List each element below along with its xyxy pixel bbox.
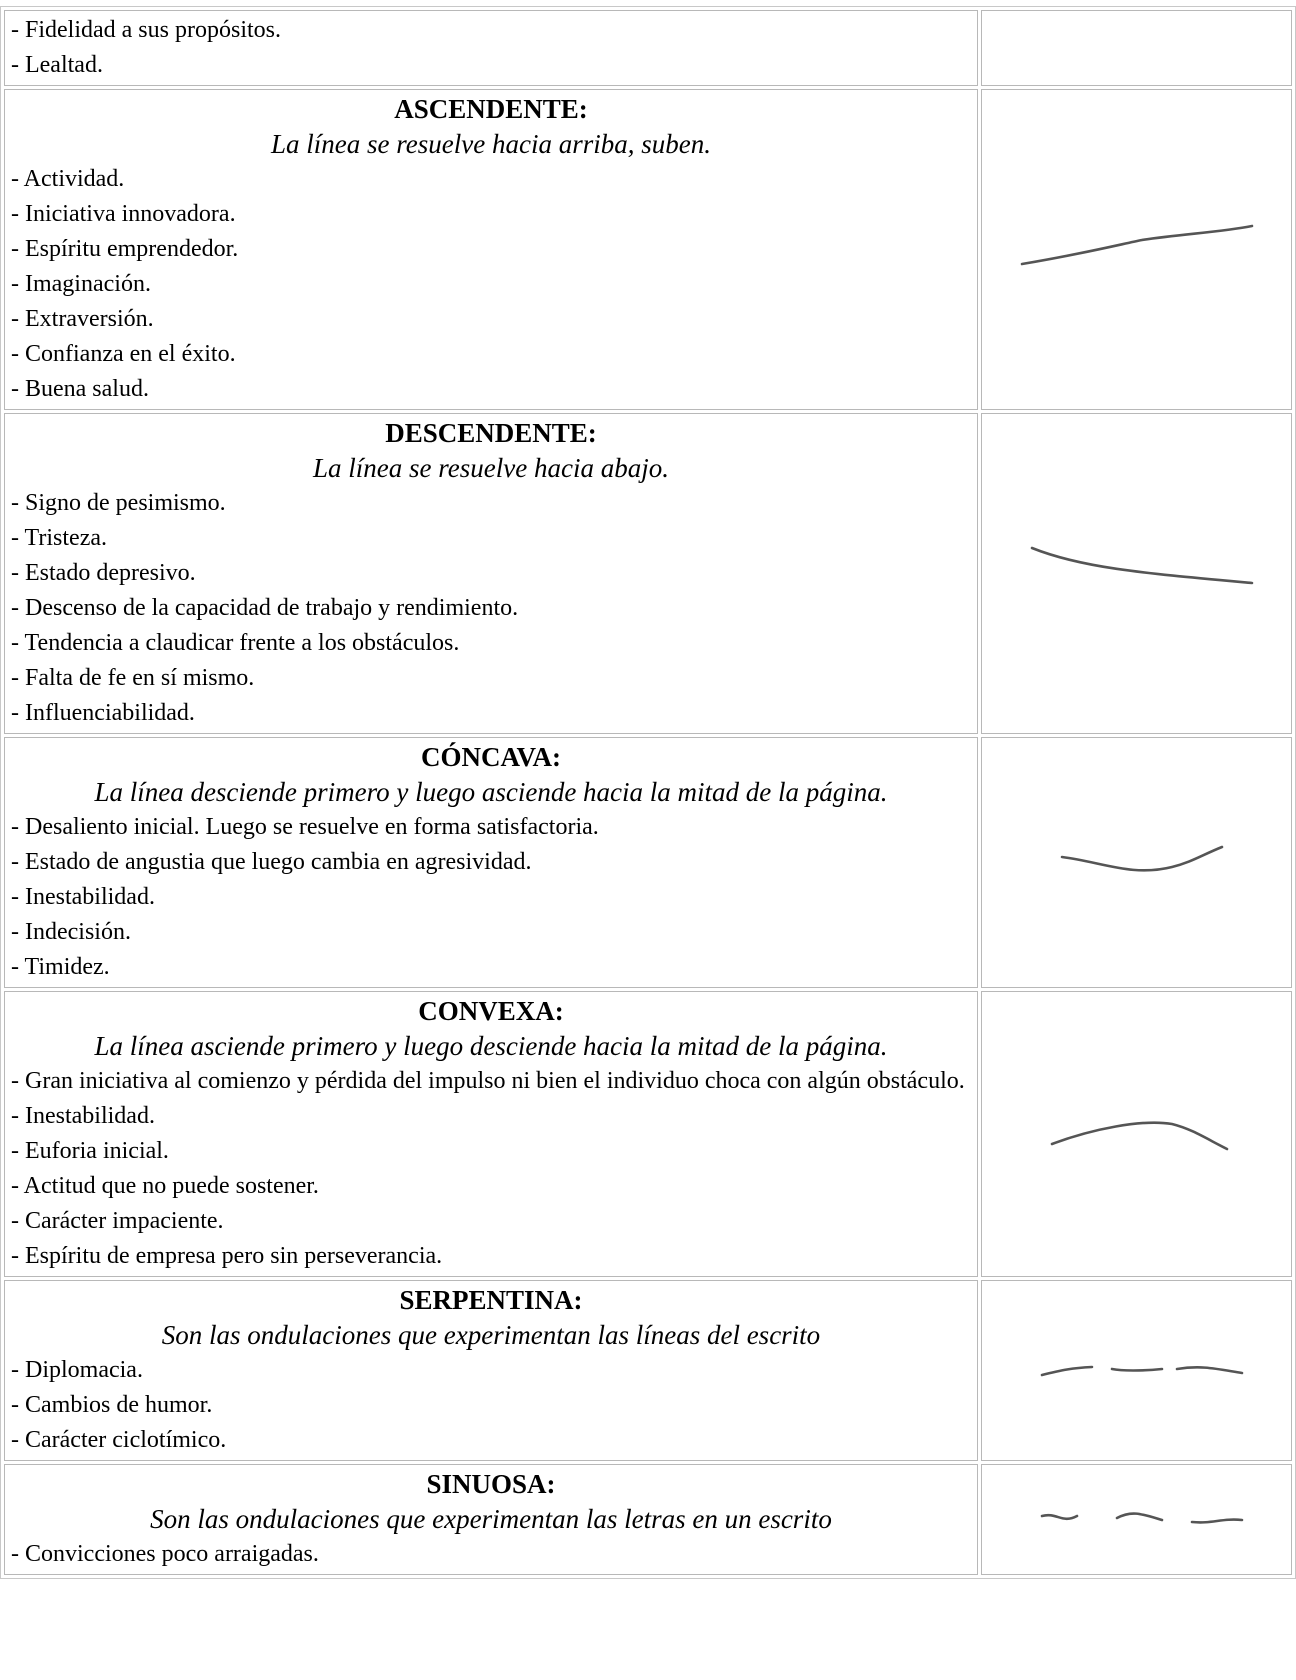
handwriting-line [1030,546,1253,585]
list-item: - Confianza en el éxito. [11,341,236,367]
text-cell: ASCENDENTE: La línea se resuelve hacia ar… [4,89,978,410]
list-item: - Fidelidad a sus propósitos. [11,17,281,43]
row-title: CONVEXA: [418,996,564,1026]
text-cell: SINUOSA: Son las ondulaciones que experim… [4,1464,978,1575]
handwriting-line [1040,1365,1243,1377]
table-row: ASCENDENTE: La línea se resuelve hacia ar… [4,89,1292,410]
handwriting-line [1050,1120,1228,1150]
table-row: SINUOSA: Son las ondulaciones que experim… [4,1464,1292,1575]
table-row: SERPENTINA: Son las ondulaciones que expe… [4,1280,1292,1461]
row-title: DESCENDENTE: [385,418,597,448]
image-cell [981,1464,1292,1575]
text-cell: - Fidelidad a sus propósitos. - Lealtad. [4,10,978,86]
list-item: - Euforia inicial. [11,1138,169,1164]
list-item: - Signo de pesimismo. [11,490,226,516]
row-title: SINUOSA: [426,1469,556,1499]
list-item: - Lealtad. [11,52,103,78]
list-item: - Tristeza. [11,525,107,551]
image-cell [981,413,1292,734]
list-item: - Falta de fe en sí mismo. [11,665,255,691]
list-item: - Estado de angustia que luego cambia en… [11,849,532,875]
list-item: - Iniciativa innovadora. [11,201,236,227]
list-item: - Gran iniciativa al comienzo y pérdida … [11,1068,965,1094]
list-item: - Indecisión. [11,919,131,945]
image-cell [981,737,1292,988]
row-title: SERPENTINA: [399,1285,583,1315]
handwriting-line [1020,224,1253,266]
row-subtitle: La línea se resuelve hacia arriba, suben… [271,129,711,159]
text-cell: CONVEXA: La línea asciende primero y lueg… [4,991,978,1277]
list-item: - Inestabilidad. [11,884,155,910]
image-cell [981,991,1292,1277]
table-row: CONVEXA: La línea asciende primero y lueg… [4,991,1292,1277]
list-item: - Influenciabilidad. [11,700,195,726]
list-item: - Diplomacia. [11,1357,143,1383]
list-item: - Imaginación. [11,271,151,297]
row-subtitle: La línea se resuelve hacia abajo. [313,453,669,483]
list-item: - Carácter impaciente. [11,1208,224,1234]
list-item: - Actitud que no puede sostener. [11,1173,319,1199]
list-item: - Cambios de humor. [11,1392,213,1418]
graphology-table: - Fidelidad a sus propósitos. - Lealtad. A… [0,6,1296,1579]
text-cell: DESCENDENTE: La línea se resuelve hacia a… [4,413,978,734]
row-subtitle: La línea desciende primero y luego ascie… [94,777,888,807]
list-item: - Convicciones poco arraigadas. [11,1541,319,1567]
handwriting-line [1040,1512,1243,1524]
list-item: - Actividad. [11,166,125,192]
list-item: - Espíritu de empresa pero sin persevera… [11,1243,443,1269]
list-item: - Timidez. [11,954,110,980]
row-title: CÓNCAVA: [420,742,562,772]
list-item: - Extraversión. [11,306,154,332]
list-item: - Espíritu emprendedor. [11,236,239,262]
handwriting-line [1060,845,1223,872]
list-item: - Carácter ciclotímico. [11,1427,227,1453]
line-sample [1060,845,1223,872]
image-cell [981,89,1292,410]
line-sample [1050,1120,1228,1150]
line-sample [1020,224,1253,266]
list-item: - Desaliento inicial. Luego se resuelve … [11,814,599,840]
row-subtitle: Son las ondulaciones que experimentan la… [150,1504,832,1534]
table-row: - Fidelidad a sus propósitos. - Lealtad. [4,10,1292,86]
table-row: CÓNCAVA: La línea desciende primero y lue… [4,737,1292,988]
list-item: - Estado depresivo. [11,560,196,586]
page: - Fidelidad a sus propósitos. - Lealtad. A… [0,6,1296,1680]
text-cell: SERPENTINA: Son las ondulaciones que expe… [4,1280,978,1461]
image-cell [981,10,1292,86]
row-subtitle: Son las ondulaciones que experimentan la… [161,1320,821,1350]
list-item: - Buena salud. [11,376,149,402]
line-sample [1030,546,1253,585]
table-row: DESCENDENTE: La línea se resuelve hacia a… [4,413,1292,734]
text-cell: CÓNCAVA: La línea desciende primero y lue… [4,737,978,988]
line-sample [1040,1512,1243,1524]
line-sample [1040,1365,1243,1377]
row-title: ASCENDENTE: [394,94,588,124]
list-item: - Descenso de la capacidad de trabajo y … [11,595,519,621]
list-item: - Inestabilidad. [11,1103,155,1129]
row-subtitle: La línea asciende primero y luego descie… [94,1031,888,1061]
image-cell [981,1280,1292,1461]
list-item: - Tendencia a claudicar frente a los obs… [11,630,460,656]
